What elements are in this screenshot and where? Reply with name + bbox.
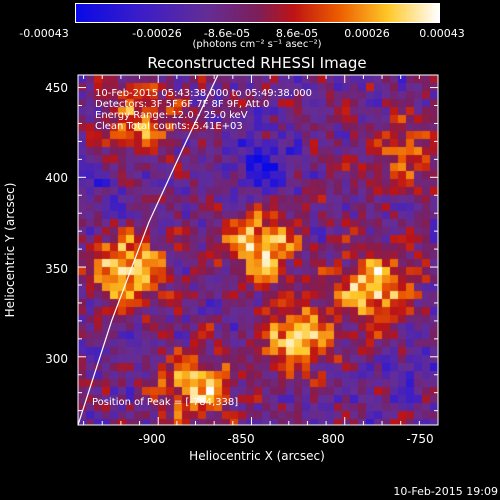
y-tick-label: 300 xyxy=(45,352,68,366)
colorbar-tick: 8.6e-05 xyxy=(275,27,319,40)
x-tick-label: -900 xyxy=(138,432,166,446)
energy-range-annotation: Energy Range: 12.0 - 25.0 keV xyxy=(95,110,248,121)
y-axis-label: Heliocentric Y (arcsec) xyxy=(3,183,17,318)
x-tick-label: -750 xyxy=(406,432,434,446)
x-axis-label: Heliocentric X (arcsec) xyxy=(189,449,325,463)
y-tick-label: 450 xyxy=(45,81,68,95)
colorbar-tick: 0.00026 xyxy=(344,27,390,40)
colorbar-tick: -0.00043 xyxy=(19,27,69,40)
y-tick-label: 400 xyxy=(45,171,68,185)
colorbar-tick: -8.6e-05 xyxy=(203,27,251,40)
peak-position-annotation: Position of Peak = [-784,338] xyxy=(92,397,239,408)
x-tick-label: -850 xyxy=(227,432,255,446)
colorbar-units: (photons cm⁻² s⁻¹ asec⁻²) xyxy=(192,39,322,50)
footer-timestamp: 10-Feb-2015 19:09 xyxy=(393,485,498,498)
colorbar xyxy=(75,3,440,23)
colorbar-tick: 0.00043 xyxy=(419,27,465,40)
time-range-annotation: 10-Feb-2015 05:43:38.000 to 05:49:38.000 xyxy=(95,88,313,99)
x-tick-label: -800 xyxy=(317,432,345,446)
y-axis-label-text: Heliocentric Y (arcsec) xyxy=(3,182,17,318)
clean-counts-annotation: Clean Total counts: 5.41E+03 xyxy=(95,121,243,132)
detectors-annotation: Detectors: 3F 5F 6F 7F 8F 9F, Att 0 xyxy=(95,99,270,110)
colorbar-tick: -0.00026 xyxy=(132,27,182,40)
chart-title: Reconstructed RHESSI Image xyxy=(147,54,367,72)
y-tick-label: 350 xyxy=(45,262,68,276)
